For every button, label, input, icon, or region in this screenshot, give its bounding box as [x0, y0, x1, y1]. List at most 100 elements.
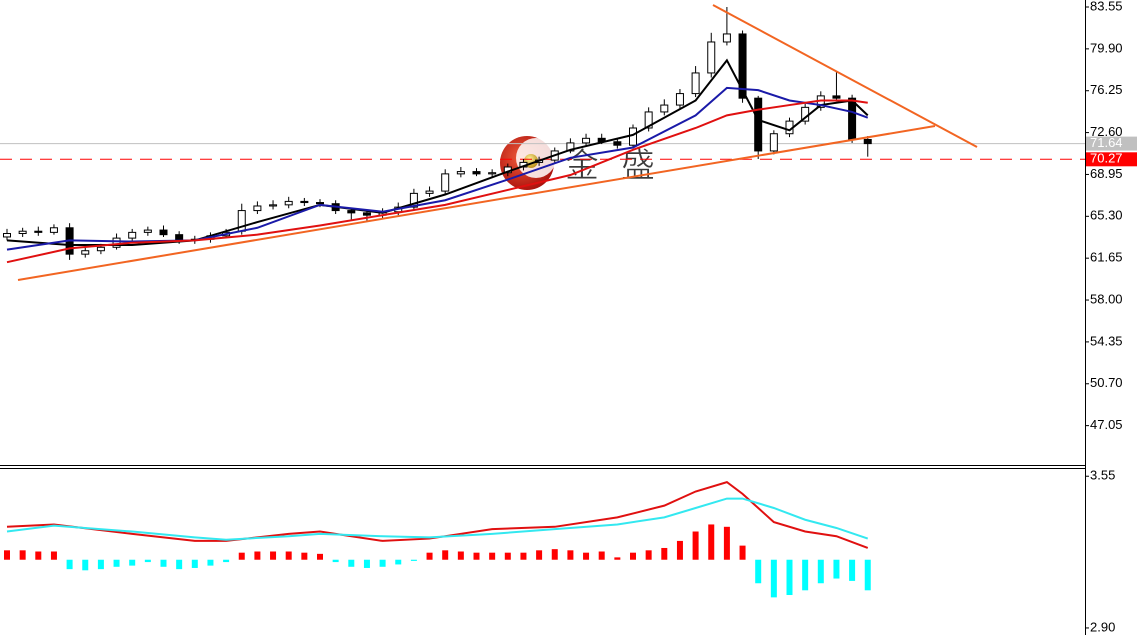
- y-tick-label: 2.90: [1090, 619, 1115, 634]
- candle-body: [754, 97, 763, 152]
- y-tick-label: 47.05: [1090, 417, 1123, 432]
- histogram-bar: [19, 550, 26, 560]
- panel-frame: [0, 0, 1086, 635]
- candle-body: [660, 104, 669, 113]
- histogram-bar: [395, 559, 402, 565]
- histogram-bar: [614, 557, 621, 560]
- y-tick-label: 50.70: [1090, 375, 1123, 390]
- y-tick-label: 79.90: [1090, 40, 1123, 55]
- candle-body: [269, 204, 278, 207]
- line-series: [6, 86, 869, 251]
- histogram-bar: [723, 526, 730, 560]
- candle-body: [253, 205, 262, 212]
- candle-body: [707, 41, 716, 74]
- histogram-bar: [348, 559, 355, 567]
- line-series: [6, 99, 868, 264]
- histogram-bar: [692, 531, 699, 560]
- y-tick-label: 72.60: [1090, 124, 1123, 139]
- histogram-bar: [802, 559, 809, 591]
- price-label: 70.27: [1090, 151, 1123, 166]
- histogram-bar: [583, 552, 590, 560]
- histogram-bar: [536, 550, 543, 560]
- histogram-bar: [864, 559, 871, 591]
- histogram-bar: [129, 559, 136, 566]
- histogram-bar: [442, 550, 449, 560]
- histogram-bar: [4, 550, 10, 560]
- histogram-bar: [739, 545, 746, 560]
- histogram-bar: [50, 551, 57, 560]
- histogram-bar: [254, 551, 261, 560]
- candle-body: [300, 200, 309, 204]
- histogram-bar: [285, 551, 292, 560]
- candle-body: [613, 141, 622, 146]
- candle-body: [159, 229, 168, 236]
- histogram-bar: [410, 559, 417, 561]
- candle-body: [34, 230, 43, 233]
- histogram-bar: [207, 559, 214, 566]
- candle-body: [96, 246, 105, 252]
- candle-body: [691, 72, 700, 95]
- candle-body: [863, 138, 872, 145]
- y-tick-label: 76.25: [1090, 82, 1123, 97]
- histogram-bar: [223, 559, 230, 563]
- watermark: 金盛: [565, 147, 677, 185]
- y-tick-label: 83.55: [1090, 0, 1123, 13]
- histogram-bar: [270, 551, 277, 560]
- histogram-bar: [97, 559, 104, 570]
- candle-body: [362, 212, 371, 216]
- histogram-bar: [191, 559, 198, 568]
- histogram-bar: [520, 552, 527, 560]
- candle-body: [566, 142, 575, 152]
- histogram-bar: [35, 551, 42, 560]
- histogram-bar: [238, 552, 245, 560]
- histogram-bar: [113, 559, 120, 567]
- histogram-bar: [676, 540, 683, 560]
- histogram-bar: [833, 559, 840, 579]
- histogram-bar: [301, 552, 308, 560]
- candle-body: [441, 173, 450, 192]
- histogram-bar: [817, 559, 824, 584]
- candle-body: [675, 93, 684, 106]
- candle-body: [456, 171, 465, 175]
- candle-body: [143, 229, 152, 233]
- candle-body: [49, 227, 58, 233]
- logo: [500, 136, 556, 190]
- candle-body: [18, 230, 27, 235]
- y-tick-label: 58.00: [1090, 291, 1123, 306]
- candle-body: [316, 202, 324, 205]
- histogram-bar: [160, 559, 167, 567]
- histogram-bar: [363, 559, 370, 568]
- histogram-bar: [630, 552, 636, 560]
- histogram-bar: [66, 559, 73, 570]
- histogram-bar: [598, 551, 605, 560]
- candle-body: [112, 237, 121, 248]
- histogram-bar: [82, 559, 89, 571]
- histogram-bar: [786, 559, 793, 596]
- y-tick-label: 68.95: [1090, 166, 1123, 181]
- candle-body: [347, 210, 356, 214]
- candle-body: [175, 234, 184, 241]
- histogram-bar: [708, 524, 715, 560]
- candle-body: [832, 95, 841, 99]
- candle-body: [81, 250, 90, 255]
- candle-body: [582, 137, 591, 144]
- histogram-bar: [317, 553, 323, 560]
- y-tick-label: 65.30: [1090, 208, 1123, 223]
- trendlines: [17, 4, 978, 281]
- candle-body: [128, 231, 137, 239]
- candle-body: [629, 127, 637, 146]
- histogram-bar: [755, 559, 762, 584]
- candle-body: [472, 171, 481, 175]
- line-series: [6, 481, 869, 549]
- candle-body: [488, 172, 497, 175]
- histogram-bar: [144, 559, 151, 563]
- histogram-bar: [426, 552, 433, 560]
- y-tick-label: 54.35: [1090, 333, 1123, 348]
- line-series: [6, 497, 869, 541]
- histogram-bar: [379, 559, 386, 567]
- candle-body: [769, 133, 778, 152]
- y-tick-label: 61.65: [1090, 250, 1123, 265]
- histogram-bar: [645, 550, 652, 560]
- histogram-bar: [473, 552, 480, 560]
